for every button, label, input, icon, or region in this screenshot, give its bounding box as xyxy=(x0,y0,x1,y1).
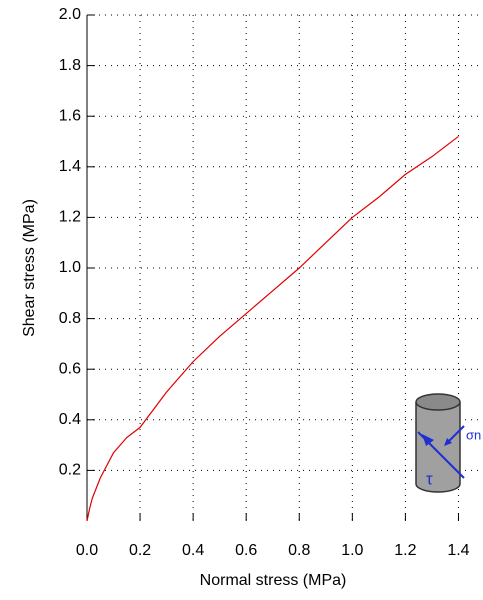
axes: 0.2 0.4 0.6 0.8 1.0 1.2 1.4 1.6 1.8 2.0 0.0 0.2 0.4 0… xyxy=(59,6,483,559)
x-axis-label: Normal stress (MPa) xyxy=(200,572,347,589)
y-tick-label: 2.0 xyxy=(59,6,81,23)
x-tick-label: 0.8 xyxy=(288,542,310,559)
sigma-label: σn xyxy=(466,427,481,442)
tau-label: τ xyxy=(426,469,433,488)
y-tick-label: 0.8 xyxy=(59,310,81,327)
y-tick-label: 1.8 xyxy=(59,57,81,74)
y-tick-label: 0.4 xyxy=(59,411,81,428)
curve xyxy=(86,135,459,522)
y-tick-label: 1.2 xyxy=(59,209,81,226)
x-tick-label: 0.2 xyxy=(129,542,151,559)
x-tick-label: 0.4 xyxy=(182,542,204,559)
stress-icon: σn τ xyxy=(415,393,481,493)
y-tick-label: 0.2 xyxy=(59,462,81,479)
y-tick-label: 1.6 xyxy=(59,107,81,124)
y-tick-label: 1.0 xyxy=(59,259,81,276)
x-tick-label: 0.6 xyxy=(235,542,257,559)
x-tick-label: 0.0 xyxy=(76,542,98,559)
y-tick-label: 1.4 xyxy=(59,158,81,175)
x-tick-label: 1.0 xyxy=(341,542,363,559)
x-tick-label: 1.4 xyxy=(447,542,469,559)
y-tick-label: 0.6 xyxy=(59,360,81,377)
y-axis-label: Shear stress (MPa) xyxy=(21,199,38,337)
x-tick-label: 1.2 xyxy=(394,542,416,559)
